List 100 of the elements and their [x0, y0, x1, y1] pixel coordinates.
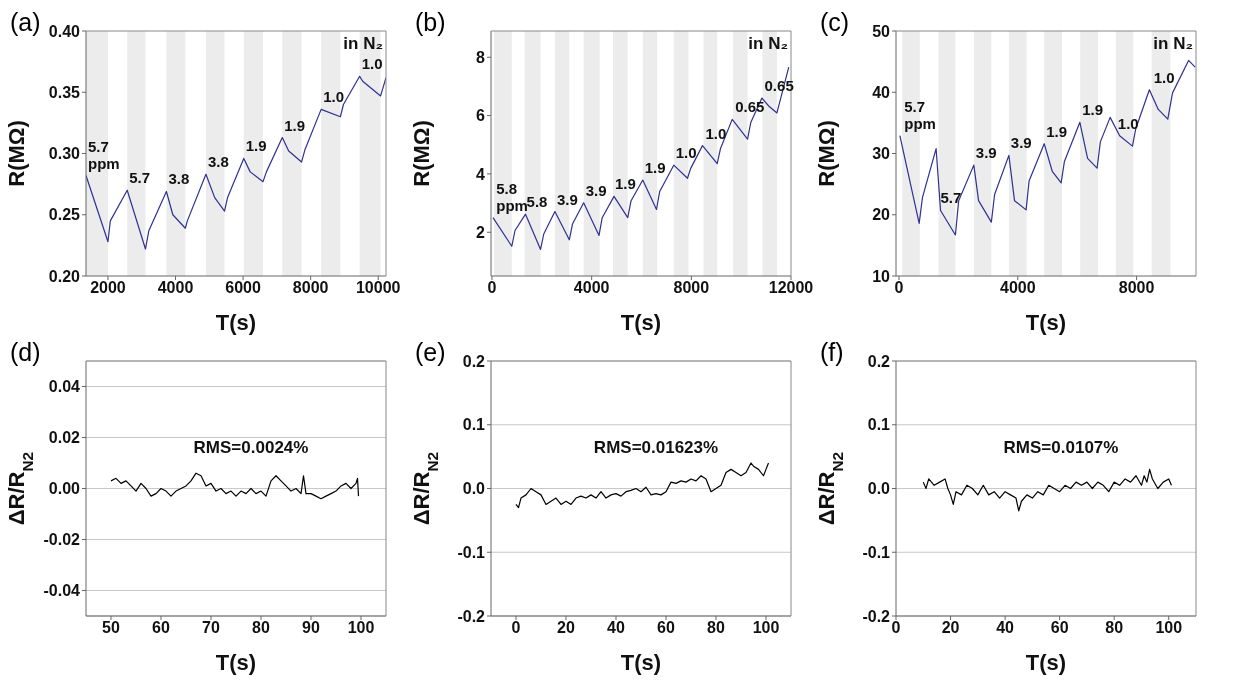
y-tick-label: -0.1	[457, 543, 486, 561]
y-tick-label: 0.0	[867, 480, 891, 498]
y-tick-label: 40	[872, 83, 891, 101]
y-tick-label: 10	[872, 267, 891, 285]
y-tick-label: 0.00	[48, 480, 81, 498]
annotation: 5.7	[129, 169, 152, 187]
line-series	[86, 75, 386, 250]
annotation: 3.8	[207, 153, 230, 171]
y-tick-label: 0.35	[48, 83, 81, 101]
annotation: 0.65	[764, 77, 795, 95]
x-tick-label: 0	[894, 279, 904, 297]
x-axis-title: T(s)	[620, 650, 662, 675]
annotation: 3.9	[975, 144, 998, 162]
y-axis-title: R(MΩ)	[814, 120, 839, 187]
y-tick-label: 20	[872, 206, 891, 224]
y-tick-label: 50	[872, 22, 891, 40]
x-tick-label: 8000	[673, 279, 710, 297]
x-tick-label: 20	[941, 619, 960, 637]
x-tick-label: 10000	[355, 279, 401, 297]
x-axis-title: T(s)	[215, 310, 257, 335]
chart-title: (f)	[820, 338, 844, 367]
y-tick-label: 0.40	[48, 22, 81, 40]
annotation: 1.9	[1046, 122, 1069, 140]
x-tick-label: 0	[891, 619, 901, 637]
chart-title: (c)	[820, 8, 850, 37]
x-tick-label: 8000	[1118, 279, 1155, 297]
x-tick-label: 60	[152, 619, 170, 637]
y-tick-label: 0.1	[462, 416, 486, 434]
y-axis-title: R(MΩ)	[409, 120, 434, 187]
y-tick-label: 30	[872, 145, 891, 163]
y-tick-label: 0.25	[48, 206, 81, 224]
annotation: 3.9	[585, 181, 607, 199]
annotation: 1.0	[323, 88, 345, 106]
annotation: 1.9	[245, 137, 268, 155]
y-tick-label: 0.0	[462, 480, 486, 498]
annotation: in N₂	[1153, 34, 1193, 54]
chart-title: (b)	[415, 8, 446, 37]
y-tick-label: 0.04	[48, 378, 81, 396]
y-tick-label: 6	[476, 107, 486, 125]
line-series	[922, 468, 1173, 512]
annotation: in N₂	[343, 34, 383, 54]
annotation: 1.0	[1117, 114, 1140, 132]
annotation: 5.8	[526, 193, 548, 211]
annotation: 5.7	[940, 189, 963, 207]
x-axis-title: T(s)	[620, 310, 662, 335]
annotation: 3.9	[1010, 134, 1033, 152]
x-tick-label: 20	[557, 619, 575, 637]
chart-title: (d)	[10, 338, 41, 367]
x-axis-title: T(s)	[1025, 650, 1067, 675]
y-tick-label: 0.2	[462, 352, 486, 370]
annotation: 1.0	[705, 124, 728, 142]
annotation: 1.0	[1153, 68, 1176, 86]
x-tick-label: 80	[707, 619, 725, 637]
y-tick-label: 0.20	[48, 267, 81, 285]
x-tick-label: 50	[102, 619, 120, 637]
y-tick-label: 0.02	[48, 429, 81, 447]
annotation: 3.9	[556, 190, 578, 208]
y-tick-label: 0.30	[48, 145, 81, 163]
x-tick-label: 90	[302, 619, 320, 637]
y-tick-label: -0.1	[862, 543, 891, 561]
x-tick-label: 60	[1050, 619, 1069, 637]
x-tick-label: 100	[752, 619, 780, 637]
line-series	[515, 462, 770, 509]
x-tick-label: 0	[487, 279, 497, 297]
y-tick-label: 0.1	[867, 416, 891, 434]
annotation: 5.7 ppm	[904, 97, 937, 132]
x-tick-label: 70	[202, 619, 220, 637]
x-tick-label: 60	[657, 619, 675, 637]
y-axis-title: R(MΩ)	[4, 120, 29, 187]
annotation: 1.9	[615, 175, 637, 193]
annotation: 3.8	[168, 170, 191, 188]
y-tick-label: -0.2	[862, 607, 891, 625]
x-tick-label: 40	[996, 619, 1015, 637]
y-tick-label: -0.04	[43, 582, 81, 600]
annotation: 1.0	[361, 55, 384, 73]
annotation: 1.9	[1082, 101, 1104, 119]
line-series	[110, 472, 360, 500]
chart-title: (e)	[415, 338, 446, 367]
x-tick-label: 2000	[90, 279, 126, 297]
x-tick-label: 4000	[573, 279, 610, 297]
y-tick-label: -0.02	[43, 531, 81, 549]
x-tick-label: 100	[1155, 619, 1183, 637]
y-tick-label: 4	[476, 165, 486, 183]
x-tick-label: 4000	[157, 279, 194, 297]
y-tick-label: 8	[476, 48, 486, 66]
annotation: 1.0	[675, 144, 698, 162]
x-tick-label: 8000	[292, 279, 329, 297]
y-tick-label: 2	[476, 223, 486, 241]
x-tick-label: 6000	[225, 279, 261, 297]
annotation: RMS=0.0024%	[193, 437, 309, 458]
annotation: in N₂	[748, 34, 788, 54]
line-series	[899, 59, 1196, 236]
y-tick-label: -0.2	[457, 607, 486, 625]
x-axis-title: T(s)	[215, 650, 257, 675]
x-tick-label: 4000	[999, 279, 1036, 297]
x-tick-label: 0	[511, 619, 521, 637]
annotation: 1.9	[644, 159, 666, 177]
x-tick-label: 40	[607, 619, 625, 637]
y-tick-label: 0.2	[867, 352, 891, 370]
annotation: RMS=0.01623%	[593, 437, 719, 458]
